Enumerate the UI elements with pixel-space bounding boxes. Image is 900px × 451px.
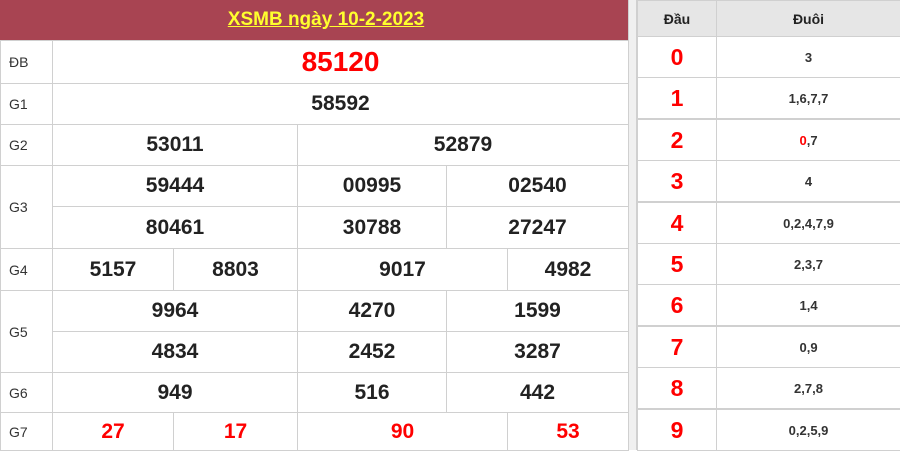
loto-tails: 3 [716,36,900,78]
tail-digit: 9 [826,215,834,231]
tail-digit: 7 [804,380,813,396]
prize-number: 59444 [52,165,298,207]
tail-digit: 3 [804,49,813,65]
loto-tails: 2,3,7 [716,243,900,285]
table-divider [628,0,637,450]
tail-digit: 0 [783,215,791,231]
prize-label-g3: G3 [0,165,53,249]
loto-head: 0 [637,36,717,78]
prize-label-đb: ĐB [0,40,53,84]
prize-number: 8803 [173,248,298,291]
loto-tails: 0,2,4,7,9 [716,202,900,244]
prize-number: 02540 [446,165,629,207]
tail-digit: 4 [804,173,813,189]
loto-tails: 0,2,5,9 [716,409,900,451]
prize-label-g4: G4 [0,248,53,291]
loto-head: 3 [637,160,717,202]
tail-digit: 2 [794,256,802,272]
prize-number: 90 [297,412,508,451]
prize-number: 2452 [297,331,447,373]
prize-number: 1599 [446,290,629,332]
prize-number: 516 [297,372,447,413]
tail-digit: 7 [815,215,823,231]
loto-head: 6 [637,284,717,326]
prize-number: 53011 [52,124,298,166]
prize-number: 52879 [297,124,629,166]
tail-digit: 1 [799,297,807,313]
loto-tails: 1,6,7,7 [716,77,900,119]
tail-digit: 0 [788,422,796,438]
results-title-bar: XSMB ngày 10-2-2023 [0,0,628,40]
prize-number: 53 [507,412,629,451]
special-prize-number: 85120 [52,40,629,84]
tail-digit: 2 [794,215,802,231]
prize-label-g7: G7 [0,412,53,451]
loto-tails: 0,9 [716,326,900,368]
loto-head: 9 [637,409,717,451]
loto-head: 8 [637,367,717,409]
tail-digit: 2 [794,380,802,396]
prize-label-g5: G5 [0,290,53,373]
prize-number: 27247 [446,206,629,249]
prize-number: 4834 [52,331,298,373]
prize-label-g1: G1 [0,83,53,125]
prize-number: 9017 [297,248,508,291]
tail-digit: 0 [799,132,807,148]
prize-label-g2: G2 [0,124,53,166]
loto-tails: 4 [716,160,900,202]
loto-tails: 0,7 [716,119,900,161]
prize-label-g6: G6 [0,372,53,413]
tail-digit: 7 [810,132,818,148]
prize-number: 3287 [446,331,629,373]
tail-digit: 5 [810,422,818,438]
prize-number: 4982 [507,248,629,291]
loto-head: 5 [637,243,717,285]
tail-digit: 9 [821,422,829,438]
tail-column-header: Đuôi [716,0,900,37]
prize-number: 00995 [297,165,447,207]
tail-digit: 9 [810,339,818,355]
tail-digit: 0 [799,339,807,355]
results-title-link[interactable]: XSMB ngày 10-2-2023 [227,9,425,30]
tail-digit: 6 [799,90,807,106]
prize-number: 442 [446,372,629,413]
prize-number: 80461 [52,206,298,249]
prize-number: 30788 [297,206,447,249]
tail-digit: 7 [815,256,823,272]
tail-digit: 8 [815,380,823,396]
loto-head: 2 [637,119,717,161]
prize-number: 949 [52,372,298,413]
tail-digit: 7 [821,90,829,106]
loto-tails: 1,4 [716,284,900,326]
tail-digit: 4 [810,297,818,313]
loto-head: 4 [637,202,717,244]
tail-digit: 2 [799,422,807,438]
prize-number: 9964 [52,290,298,332]
tail-digit: 1 [788,90,796,106]
loto-tails: 2,7,8 [716,367,900,409]
prize-number: 4270 [297,290,447,332]
prize-number: 5157 [52,248,174,291]
prize-number: 17 [173,412,298,451]
tail-digit: 3 [804,256,813,272]
tail-digit: 4 [804,215,813,231]
loto-head: 1 [637,77,717,119]
loto-head: 7 [637,326,717,368]
prize-number: 27 [52,412,174,451]
head-column-header: Đầu [637,0,717,37]
tail-digit: 7 [810,90,818,106]
prize-number: 58592 [52,83,629,125]
